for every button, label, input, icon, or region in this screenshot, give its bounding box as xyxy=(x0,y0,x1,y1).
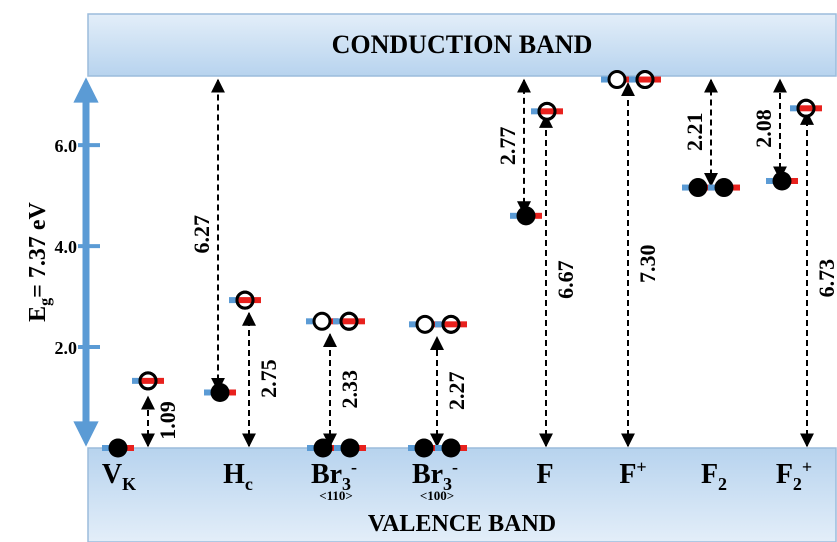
transition-energy-label: 6.73 xyxy=(814,259,837,298)
svg-text:VK: VK xyxy=(102,459,136,494)
electron-level xyxy=(629,70,661,90)
defect-label: F xyxy=(536,459,553,490)
defect-label: F2+ xyxy=(776,457,812,494)
electron-level xyxy=(708,178,740,198)
axis-ticks: 2.0 4.0 6.0 xyxy=(55,136,100,358)
orientation-note: <110> xyxy=(319,488,353,503)
transition-energy-label: 2.33 xyxy=(337,370,362,409)
transition-energy-label: 2.77 xyxy=(495,127,520,166)
electron-level xyxy=(435,438,467,458)
electron-level xyxy=(435,314,467,334)
electron-level xyxy=(682,178,714,198)
electron-level xyxy=(334,438,366,458)
svg-text:Hc: Hc xyxy=(223,459,253,494)
transition-energy-label: 2.27 xyxy=(444,371,469,410)
axis-tick-label: 2.0 xyxy=(55,338,78,358)
electron-level xyxy=(132,371,164,391)
defect-label: Hc xyxy=(223,459,253,494)
defect-label: VK xyxy=(102,459,136,494)
transition-energy-label: 6.67 xyxy=(553,260,578,299)
defect-levels xyxy=(102,70,822,458)
svg-text:F2: F2 xyxy=(701,459,727,494)
defect-labels: VK Hc Br3-<110>Br3-<100>F F+ F2 F2+ xyxy=(102,457,812,503)
electron-level xyxy=(510,206,542,226)
conduction-band: CONDUCTION BAND xyxy=(87,13,837,77)
valence-band-label: VALENCE BAND xyxy=(368,511,556,537)
svg-text:F+: F+ xyxy=(619,457,646,490)
conduction-band-label: CONDUCTION BAND xyxy=(332,30,593,59)
axis-tick-label: 6.0 xyxy=(55,136,78,156)
axis-tick-label: 4.0 xyxy=(55,237,78,257)
defect-label: F+ xyxy=(619,457,646,490)
electron-level xyxy=(790,98,822,118)
electron-level xyxy=(531,101,563,121)
electron-level xyxy=(601,70,633,90)
svg-text:F2+: F2+ xyxy=(776,457,812,494)
electron-level xyxy=(766,171,798,191)
valence-band: VALENCE BAND xyxy=(87,447,837,542)
svg-text:Br3-: Br3- xyxy=(311,457,357,494)
svg-text:Br3-: Br3- xyxy=(412,457,458,494)
electron-level xyxy=(307,438,339,458)
svg-text:F: F xyxy=(536,459,553,490)
transitions: 1.09 6.27 2.75 2.33 2.27 2.77 6.67 7.30 2.21 2.08… xyxy=(141,78,837,448)
defect-label: Br3-<110> xyxy=(311,457,357,503)
defect-label: F2 xyxy=(701,459,727,494)
electron-level xyxy=(204,382,236,402)
transition-energy-label: 2.75 xyxy=(256,359,281,398)
electron-level xyxy=(102,438,134,458)
transition-energy-label: 2.08 xyxy=(751,109,776,148)
transition-energy-label: 1.09 xyxy=(155,401,180,440)
transition-energy-label: 2.21 xyxy=(682,113,707,152)
energy-axis: 2.0 4.0 6.0 Eg= 7.37 eV xyxy=(25,77,100,447)
transition-energy-label: 7.30 xyxy=(635,245,660,284)
electron-level xyxy=(409,314,441,334)
defect-label: Br3-<100> xyxy=(412,457,458,503)
electron-level xyxy=(408,438,440,458)
electron-level xyxy=(229,290,261,310)
electron-level xyxy=(306,311,338,331)
electron-level xyxy=(333,311,365,331)
transition-energy-label: 6.27 xyxy=(189,215,214,254)
band-gap-label: Eg= 7.37 eV xyxy=(25,202,54,322)
orientation-note: <100> xyxy=(420,488,454,503)
